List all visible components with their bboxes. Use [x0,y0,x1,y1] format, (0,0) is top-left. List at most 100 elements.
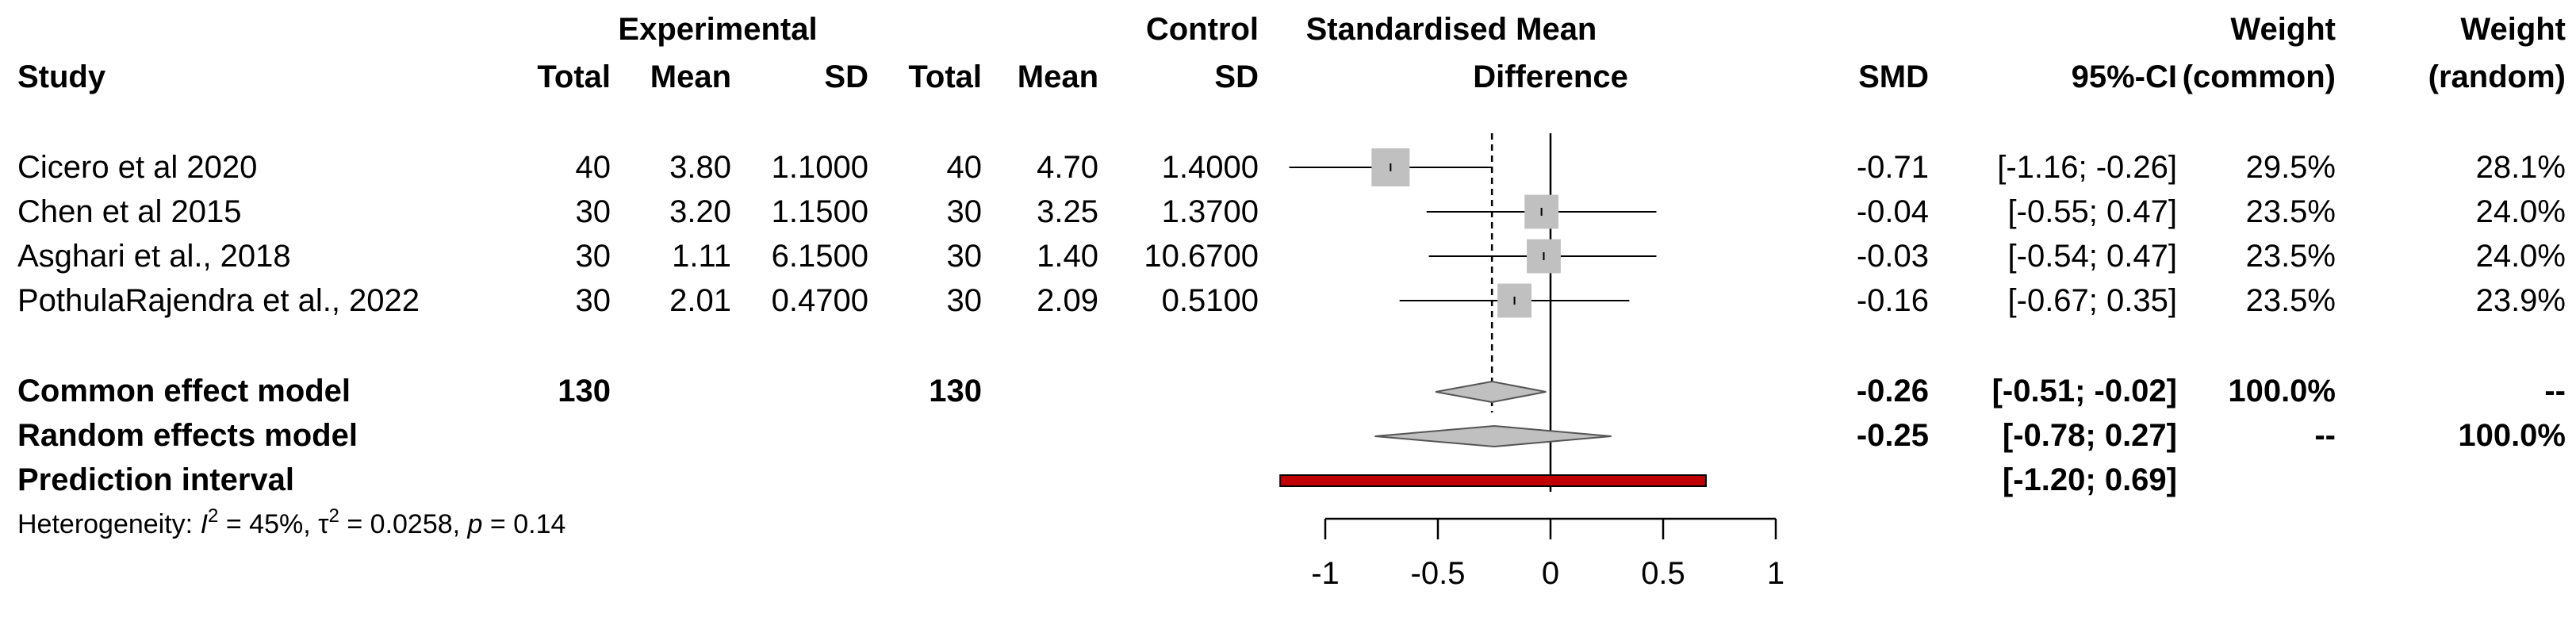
smd-value: -0.03 [1857,239,1929,274]
exp-mean: 3.20 [669,194,731,229]
weight-common: 23.5% [2246,283,2336,318]
random-effects-label: Random effects model [17,418,358,453]
ctrl-total: 30 [947,239,983,274]
random-weight-random: 100.0% [2458,418,2566,453]
exp-mean: 3.80 [669,150,731,185]
smd-value: -0.16 [1857,283,1929,318]
common-effect-label: Common effect model [17,374,351,408]
exp-sd: 6.1500 [772,239,868,274]
header-exp-total: Total [537,59,611,94]
p-symbol: p [467,509,483,539]
header-smd: SMD [1858,59,1929,94]
x-axis-tick-label: -1 [1311,556,1340,591]
header-weight-common-line2: (common) [2183,59,2336,94]
ci-value: [-0.55; 0.47] [2008,194,2177,229]
study-name: Cicero et al 2020 [17,150,257,185]
header-ctrl-total: Total [908,59,982,94]
exp-sd: 1.1500 [772,194,868,229]
exp-total: 30 [576,194,611,229]
header-ctrl-mean: Mean [1018,59,1098,94]
heterogeneity-prefix: Heterogeneity: [17,509,201,539]
smd-value: -0.71 [1857,150,1929,185]
summary-rows: Common effect model 130 130 -0.26 [-0.51… [17,374,2566,497]
common-effect-row: Common effect model 130 130 -0.26 [-0.51… [17,374,2566,408]
prediction-interval-bar [1279,474,1707,487]
header-smd-title-line1: Standardised Mean [1306,12,1597,47]
heterogeneity-text: Heterogeneity: I2 = 45%, τ2 = 0.0258, p … [17,505,565,539]
weight-common: 23.5% [2246,239,2336,274]
tau-sup: 2 [329,505,339,527]
ctrl-mean: 2.09 [1037,283,1098,318]
common-weight-common: 100.0% [2228,374,2336,408]
common-effect-diamond [1435,380,1547,404]
study-name: Chen et al 2015 [17,194,241,229]
ci-value: [-0.54; 0.47] [2008,239,2177,274]
study-row: Chen et al 2015 30 3.20 1.1500 30 3.25 1… [17,194,2566,229]
ci-value: [-1.16; -0.26] [1997,150,2177,185]
ctrl-total: 30 [947,283,983,318]
x-axis-tick-label: 1 [1767,556,1784,591]
i2-value: = 45%, [218,509,318,539]
study-row: PothulaRajendra et al., 2022 30 2.01 0.4… [17,283,2566,318]
exp-sd: 1.1000 [772,150,868,185]
header-weight-random-line2: (random) [2428,59,2566,94]
ctrl-total: 30 [947,194,983,229]
ctrl-mean: 4.70 [1037,150,1098,185]
prediction-ci: [-1.20; 0.69] [2003,462,2177,497]
plot-area: -1 -0.5 0 0.5 1 [1279,133,1784,591]
weight-random: 28.1% [2476,150,2566,185]
exp-mean: 2.01 [669,283,731,318]
common-smd: -0.26 [1857,374,1929,408]
ctrl-sd: 1.4000 [1162,150,1259,185]
i2-symbol: I [201,509,209,539]
prediction-interval-label: Prediction interval [17,462,294,497]
ctrl-total: 40 [947,150,983,185]
weight-random: 23.9% [2476,283,2566,318]
header-exp-mean: Mean [650,59,731,94]
random-ci: [-0.78; 0.27] [2003,418,2177,453]
ctrl-sd: 0.5100 [1162,283,1259,318]
random-smd: -0.25 [1857,418,1929,453]
common-weight-random: -- [2544,374,2566,408]
common-ci: [-0.51; -0.02] [1992,374,2177,408]
header-weight-common-line1: Weight [2230,12,2336,47]
x-axis-tick-label: 0 [1542,556,1559,591]
exp-total: 30 [576,239,611,274]
exp-sd: 0.4700 [772,283,868,318]
prediction-interval-row: Prediction interval [-1.20; 0.69] [17,462,2177,497]
random-effects-row: Random effects model -0.25 [-0.78; 0.27]… [17,418,2566,453]
random-effects-diamond [1374,424,1612,448]
exp-total: 30 [576,283,611,318]
ctrl-mean: 3.25 [1037,194,1098,229]
weight-random: 24.0% [2476,194,2566,229]
header-control: Control [1146,12,1259,47]
exp-total: 40 [576,150,611,185]
study-name: Asghari et al., 2018 [17,239,291,274]
p-value: = 0.14 [482,509,565,539]
study-rows: Cicero et al 2020 40 3.80 1.1000 40 4.70… [17,150,2566,318]
study-row: Asghari et al., 2018 30 1.11 6.1500 30 1… [17,239,2566,274]
header-weight-random-line1: Weight [2460,12,2566,47]
column-headers: Experimental Control Standardised Mean W… [17,12,2566,94]
ctrl-sd: 10.6700 [1144,239,1259,274]
ci-value: [-0.67; 0.35] [2008,283,2177,318]
header-study: Study [17,59,106,94]
tau-value: = 0.0258, [339,509,468,539]
tau-symbol: τ [318,509,329,539]
x-axis-tick-label: 0.5 [1641,556,1685,591]
header-experimental: Experimental [618,12,817,47]
weight-common: 23.5% [2246,194,2336,229]
exp-mean: 1.11 [672,239,731,274]
smd-value: -0.04 [1857,194,1929,229]
header-ci: 95%-CI [2072,59,2177,94]
study-row: Cicero et al 2020 40 3.80 1.1000 40 4.70… [17,150,2566,185]
x-axis-tick-label: -0.5 [1411,556,1466,591]
ctrl-mean: 1.40 [1037,239,1098,274]
ctrl-sd: 1.3700 [1162,194,1259,229]
weight-random: 24.0% [2476,239,2566,274]
header-ctrl-sd: SD [1214,59,1259,94]
weight-common: 29.5% [2246,150,2336,185]
common-ctrl-total: 130 [929,374,982,408]
study-name: PothulaRajendra et al., 2022 [17,283,420,318]
